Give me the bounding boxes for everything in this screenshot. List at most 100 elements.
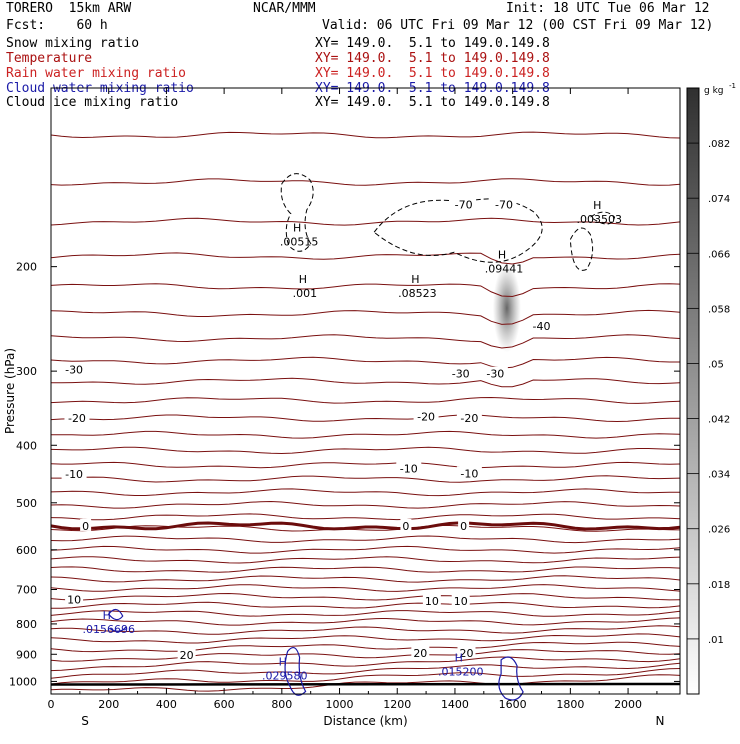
isotherm-line [50,662,681,679]
colorbar-tick-label: .018 [708,580,730,591]
maximum-h-marker: H [103,609,111,622]
colorbar-tick-label: .082 [708,139,730,150]
isotherm-line [51,475,681,483]
isotherm-line [50,641,681,653]
maximum-value-label: .003503 [576,213,622,226]
isotherm-line [50,592,681,601]
x-tick-label: 0 [48,698,55,711]
isotherm-line [50,656,681,672]
temperature-contour-label: 10 [67,594,81,607]
legend-rain-xy: XY= 149.0. 5.1 to 149.0.149.8 [315,66,550,81]
colorbar-tick-label: .058 [708,304,730,315]
y-tick-label: 500 [16,497,37,510]
isotherm-line [50,633,681,644]
maximum-value-label: .029580 [262,670,308,683]
south-label: S [81,714,89,728]
isotherm-line [50,617,681,626]
temperature-contour-label: 10 [454,595,468,608]
y-tick-label: 1000 [9,675,37,688]
temperature-contour-label: 0 [402,520,409,533]
temperature-contour-label: -30 [65,363,83,376]
isotherm-line [50,430,681,439]
isotherm-line [50,356,680,369]
maximum-h-marker: H [279,656,287,669]
isotherm-line [50,525,681,532]
freezing-level-line [50,521,681,531]
north-label: N [656,714,665,728]
x-tick-label: 200 [98,698,119,711]
init-time: Init: 18 UTC Tue 06 Mar 12 [506,1,710,16]
maximum-h-marker: H [411,273,419,286]
isotherm-line [50,649,681,662]
maximum-value-label: .00515 [280,235,319,248]
isotherm-line [50,674,681,692]
cloud-water-contour [284,646,307,696]
maximum-value-label: .08523 [398,287,437,300]
legend-rain-label: Rain water mixing ratio [6,66,187,81]
isotherm-line [50,377,681,388]
maximum-h-marker: H [593,199,601,212]
model-title: TORERO 15km ARW [6,1,132,16]
isotherm-line [50,556,681,564]
temperature-label-bg [422,594,441,607]
isotherm-line [50,566,681,573]
temperature-label-bg [529,319,555,332]
legend-cloud-ice-xy: XY= 149.0. 5.1 to 149.0.149.8 [315,95,550,110]
temperature-label-bg [457,646,476,659]
temperature-label-bg [80,518,92,531]
isotherm-line [50,396,681,404]
temperature-label-bg [458,518,470,531]
colorbar-tick-label: .066 [708,249,730,260]
x-tick-label: 1800 [556,698,584,711]
x-tick-label: 600 [214,698,235,711]
maximum-value-label: .001 [293,287,318,300]
maximum-h-marker: H [498,249,506,262]
isotherm-line [50,309,681,325]
y-axis-label: Pressure (hPa) [3,348,17,434]
y-tick-label: 800 [16,618,37,631]
isotherm-line [50,500,681,509]
valid-time: Valid: 06 UTC Fri 09 Mar 12 (00 CST Fri … [322,18,714,33]
x-tick-label: 1400 [441,698,469,711]
temperature-label-bg [456,466,482,479]
colorbar-units: g kg [704,86,724,96]
temperature-label-bg [411,646,430,659]
legend-temperature-xy: XY= 149.0. 5.1 to 149.0.149.8 [315,51,550,66]
x-tick-label: 1000 [326,698,354,711]
colorbar-tick-label: .026 [708,525,730,536]
isotherm-line [50,584,681,592]
x-tick-label: 400 [156,698,177,711]
temperature-label-bg [491,197,517,210]
colorbar-units-exponent: -1 [729,82,736,90]
temperature-contour-label: 10 [425,595,439,608]
temperature-label-bg [177,648,196,661]
temperature-contour-label: -70 [495,198,513,211]
temperature-label-bg [451,594,470,607]
isotherm-line [50,252,681,265]
x-tick-label: 1600 [499,698,527,711]
temperature-label-bg [448,366,474,379]
cloud-water-contour [107,608,127,632]
temperature-contour-label: 20 [459,647,473,660]
temperature-contour-label: -70 [455,198,473,211]
forecast-hour: Fcst: 60 h [6,18,108,33]
y-tick-label: 900 [16,648,37,661]
cloud-ice-contour [280,173,314,252]
isotherm-line [50,446,681,455]
temperature-contour-label: -40 [533,320,551,333]
isotherm-line [50,575,681,583]
temperature-label-bg [400,518,412,531]
isotherm-line [50,178,681,186]
x-tick-label: 1200 [383,698,411,711]
colorbar-tick-label: .074 [708,194,730,205]
legend-cloud-ice-label: Cloud ice mixing ratio [6,95,179,110]
temperature-label-bg [64,411,90,424]
temperature-contour-label: -10 [65,468,83,481]
isotherm-line [50,545,681,554]
legend-snow-label: Snow mixing ratio [6,36,140,51]
x-tick-label: 800 [271,698,292,711]
cloud-water-contour [498,656,524,701]
temperature-contour-label: 0 [82,520,89,533]
temperature-label-bg [396,461,422,474]
